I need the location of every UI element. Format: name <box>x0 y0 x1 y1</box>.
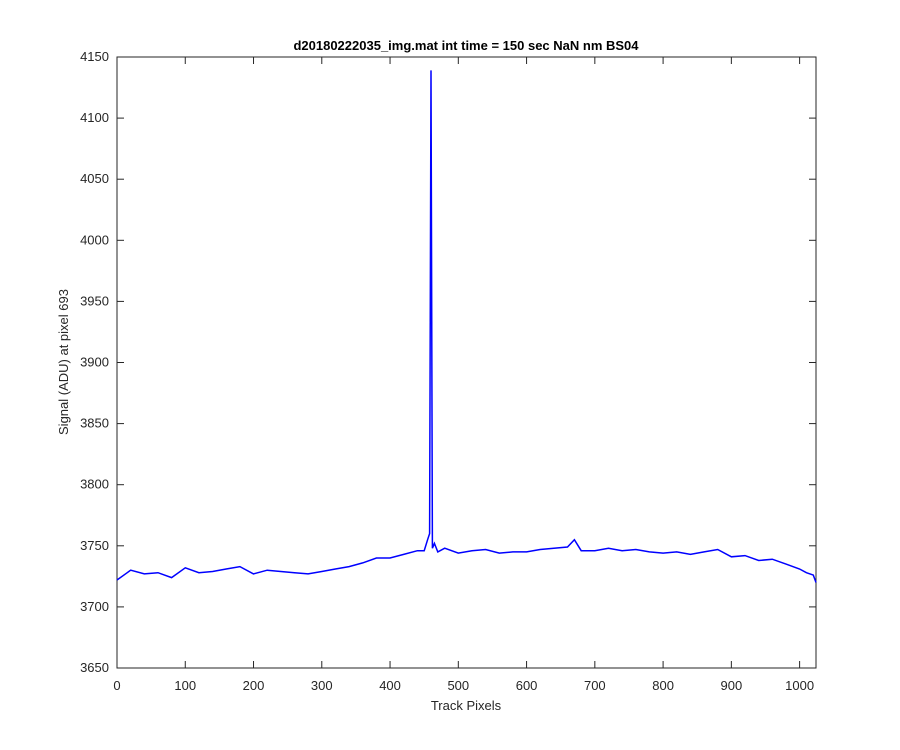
x-tick-label: 500 <box>447 678 469 693</box>
chart-title: d20180222035_img.mat int time = 150 sec … <box>293 38 639 53</box>
y-tick-label: 3850 <box>80 416 109 431</box>
y-tick-label: 4150 <box>80 49 109 64</box>
signal-series-line <box>116 70 817 583</box>
y-tick-label: 4050 <box>80 171 109 186</box>
plot-area <box>116 56 817 669</box>
x-tick-label: 100 <box>174 678 196 693</box>
y-tick-label: 3900 <box>80 355 109 370</box>
y-tick-label: 3800 <box>80 477 109 492</box>
x-tick-label: 200 <box>243 678 265 693</box>
axes-box <box>116 56 817 669</box>
x-tick-label: 900 <box>721 678 743 693</box>
x-tick-label: 1000 <box>785 678 814 693</box>
y-tick-label: 3750 <box>80 538 109 553</box>
x-tick-label: 300 <box>311 678 333 693</box>
x-axis-ticks: 0 100 200 300 400 500 600 700 800 900 1000 <box>113 57 814 693</box>
y-tick-label: 3650 <box>80 660 109 675</box>
y-tick-label: 4000 <box>80 232 109 247</box>
x-tick-label: 800 <box>652 678 674 693</box>
y-tick-label: 3700 <box>80 599 109 614</box>
y-tick-label: 4100 <box>80 110 109 125</box>
y-axis-label: Signal (ADU) at pixel 693 <box>56 289 71 435</box>
y-tick-label: 3950 <box>80 293 109 308</box>
y-axis-ticks: 3650 3700 3750 3800 3850 3900 3950 4000 4050 4100… <box>80 49 816 675</box>
x-tick-label: 600 <box>516 678 538 693</box>
x-tick-label: 400 <box>379 678 401 693</box>
x-axis-label: Track Pixels <box>431 698 502 713</box>
x-tick-label: 0 <box>113 678 120 693</box>
x-tick-label: 700 <box>584 678 606 693</box>
